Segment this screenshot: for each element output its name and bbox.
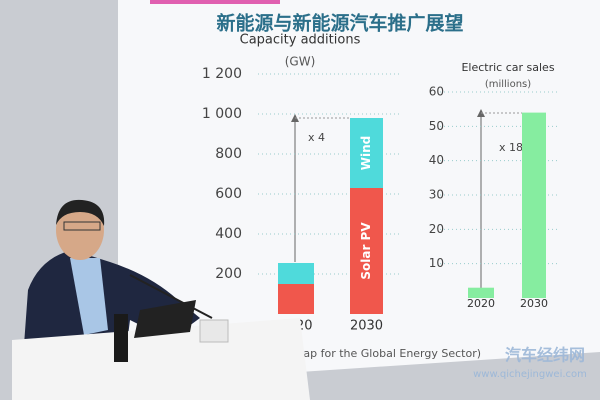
x-tick-label: 2030: [350, 319, 383, 334]
y-tick-label: 200: [215, 266, 242, 282]
bar: [522, 112, 546, 298]
microphone: [129, 274, 213, 319]
y-tick-label: 20: [429, 222, 444, 236]
series-label: Wind: [359, 136, 373, 170]
chart-subtitle: (GW): [285, 55, 316, 69]
bar: [468, 287, 494, 298]
y-tick-label: 600: [215, 186, 242, 202]
slide-accent: [150, 0, 280, 4]
y-tick-label: 30: [429, 188, 444, 202]
chart-subtitle: (millions): [485, 79, 531, 90]
laptop: [134, 300, 196, 338]
y-tick-label: 1 200: [202, 66, 242, 82]
y-tick-label: 60: [429, 85, 444, 99]
slide-footer: admap for the Global Energy Sector): [279, 347, 481, 360]
charts: Capacity additions (GW) 200 400 600 800 1 000 1…: [202, 33, 560, 334]
bar-segment: [278, 284, 314, 314]
chart-title: Capacity additions: [240, 33, 361, 48]
y-tick-label: 10: [429, 256, 444, 270]
y-tick-label: 1 000: [202, 106, 242, 122]
presenter-shirt: [70, 258, 108, 335]
bar-segment: [350, 188, 383, 314]
x-tick-label: 2020: [467, 297, 495, 310]
presenter-hair: [56, 199, 105, 226]
series-label: Solar PV: [359, 222, 373, 280]
annotation: x 18: [499, 141, 523, 154]
y-tick-label: 400: [215, 226, 242, 242]
name-card: [199, 319, 229, 343]
watermark-url: www.qichejingwei.com: [473, 369, 587, 380]
thermos: [114, 314, 128, 362]
watermark-name: 汽车经纬网: [505, 346, 585, 365]
glasses: [63, 221, 101, 231]
chart-title: Electric car sales: [461, 61, 554, 74]
annotation: x 4: [308, 131, 325, 144]
y-tick-label: 40: [429, 153, 444, 167]
x-tick-label: 2030: [520, 297, 548, 310]
table-cloth: [12, 318, 310, 400]
bar-segment: [278, 263, 314, 284]
y-tick-label: 800: [215, 146, 242, 162]
y-tick-label: 50: [429, 119, 444, 133]
bar-segment: [350, 118, 383, 188]
slide-title: 新能源与新能源汽车推广展望: [216, 12, 463, 35]
